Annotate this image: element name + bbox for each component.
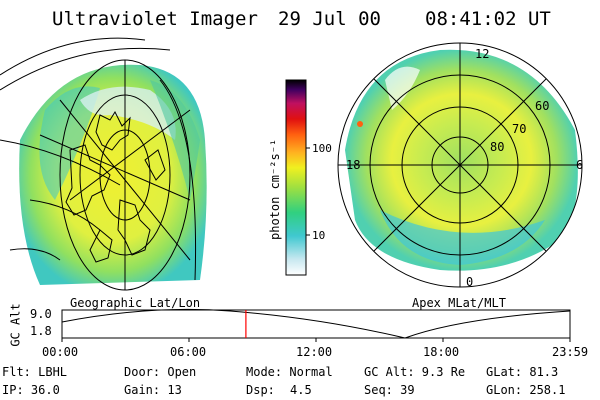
door-status: Door: Open (124, 365, 197, 379)
altitude-tick-low: 1.8 (30, 324, 52, 338)
sequence-status: Seq: 39 (364, 383, 415, 397)
mlt-label-18: 18 (346, 158, 360, 172)
ip-status: IP: 36.0 (2, 383, 60, 397)
left-panel-caption: Geographic Lat/Lon (70, 296, 201, 310)
filter-status: Flt: LBHL (2, 365, 68, 379)
dsp-label: Dsp: (246, 383, 275, 397)
right-panel-caption: Apex MLat/MLT (412, 296, 506, 310)
mlt-label-12: 12 (475, 47, 489, 61)
colorbar-unit-label: photon cm⁻²s⁻¹ (268, 139, 282, 240)
color-scale-bar: 100 10 photon cm⁻²s⁻¹ (268, 79, 332, 276)
time-label: 08:41:02 UT (425, 8, 551, 30)
time-tick-1: 06:00 (170, 345, 207, 359)
mlt-label-6: 6 (576, 158, 583, 172)
instrument-title: Ultraviolet Imager (52, 8, 258, 30)
date-label: 29 Jul 00 (278, 8, 381, 30)
gain-status: Gain: 13 (124, 383, 182, 397)
geographic-image (0, 37, 207, 291)
colorbar-tick-10: 10 (312, 229, 325, 242)
time-tick-0: 00:00 (42, 345, 79, 359)
mode-status: Mode: Normal (246, 365, 333, 379)
colorbar-tick-100: 100 (312, 142, 332, 155)
altitude-plot (61, 308, 571, 342)
lat-label-60: 60 (535, 99, 549, 113)
polar-image: 12 18 6 0 60 70 80 (337, 42, 583, 289)
time-tick-4: 23:59 (552, 345, 589, 359)
lat-label-80: 80 (490, 140, 504, 154)
gc-altitude-status: GC Alt: 9.3 Re (364, 365, 466, 379)
mlt-label-0: 0 (466, 275, 473, 289)
altitude-axis-label: GC Alt (8, 303, 23, 347)
glat-status: GLat: 81.3 (486, 365, 559, 379)
glon-status: GLon: 258.1 (486, 383, 566, 397)
time-tick-2: 12:00 (296, 345, 333, 359)
altitude-tick-high: 9.0 (30, 307, 52, 321)
time-tick-3: 18:00 (423, 345, 460, 359)
lat-label-70: 70 (512, 122, 526, 136)
dsp-value: 4.5 (290, 383, 312, 397)
